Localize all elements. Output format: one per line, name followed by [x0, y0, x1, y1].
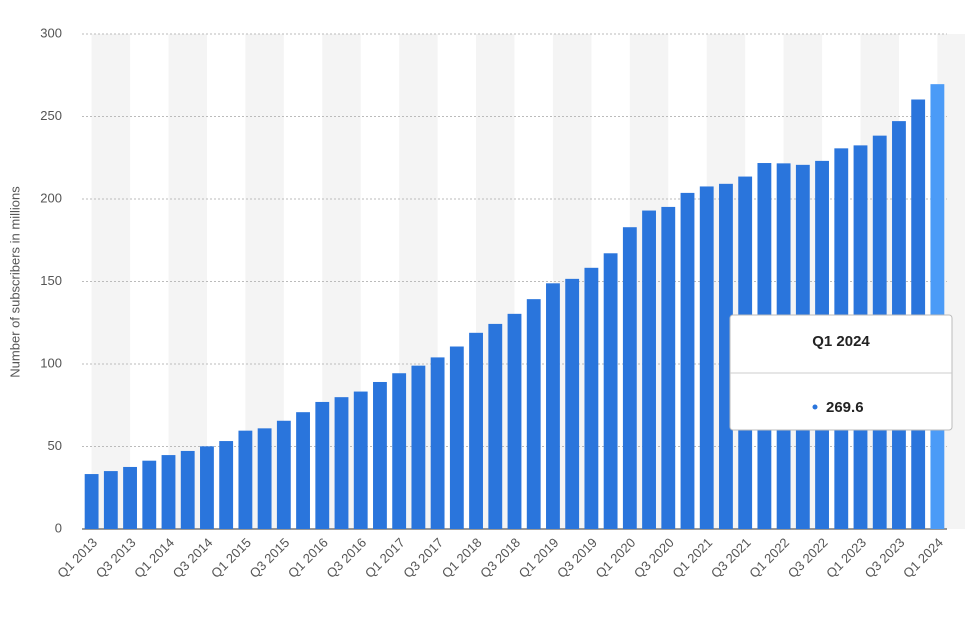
x-tick-label: Q3 2014: [170, 535, 216, 581]
bar: [430, 357, 445, 529]
x-tick-label: Q1 2020: [593, 535, 639, 581]
x-tick-label: Q3 2019: [554, 535, 600, 581]
y-tick-label: 200: [40, 190, 62, 205]
x-tick-label: Q3 2015: [247, 535, 293, 581]
x-tick-label: Q1 2019: [516, 535, 562, 581]
bar: [488, 323, 503, 529]
bar: [507, 313, 522, 529]
bar: [123, 466, 137, 529]
bar: [103, 471, 118, 529]
tooltip-dot: [812, 404, 818, 410]
bar: [565, 278, 580, 529]
bar: [622, 227, 637, 529]
bar: [680, 192, 695, 529]
y-tick-label: 100: [40, 355, 62, 370]
bar: [546, 283, 560, 529]
x-tick-label: Q3 2016: [323, 535, 369, 581]
x-tick-label: Q3 2013: [93, 535, 139, 581]
bar: [257, 428, 272, 529]
bar: [238, 430, 253, 529]
bar: [200, 446, 214, 529]
x-tick-label: Q1 2016: [285, 535, 331, 581]
bar: [911, 99, 926, 529]
x-tick-label: Q1 2013: [54, 535, 100, 581]
tooltip: Q1 2024 269.6: [729, 314, 953, 431]
bar: [411, 365, 426, 529]
bar: [180, 450, 195, 529]
bar: [719, 183, 733, 529]
x-tick-label: Q1 2022: [746, 535, 792, 581]
y-axis-label: Number of subscribers in millions: [7, 186, 22, 378]
bar: [699, 186, 714, 529]
bar: [219, 441, 234, 529]
y-tick-label: 50: [48, 438, 62, 453]
bar: [334, 397, 349, 529]
x-tick-label: Q1 2015: [208, 535, 254, 581]
bar: [584, 267, 599, 529]
bar: [373, 381, 387, 529]
bar: [930, 84, 945, 529]
y-tick-label: 150: [40, 273, 62, 288]
x-tick-label: Q1 2014: [131, 535, 177, 581]
bar: [661, 206, 676, 530]
x-tick-label: Q3 2017: [400, 535, 446, 581]
x-tick-label: Q3 2021: [708, 535, 754, 581]
bar: [142, 460, 157, 529]
x-tick-label: Q1 2024: [900, 535, 946, 581]
x-tick-label: Q1 2023: [823, 535, 869, 581]
bar: [353, 391, 368, 529]
bar: [276, 420, 291, 529]
tooltip-value: 269.6: [826, 399, 864, 416]
tooltip-title: Q1 2024: [812, 333, 870, 350]
bar: [642, 210, 656, 530]
y-tick-label: 300: [40, 25, 62, 40]
bar: [449, 346, 464, 529]
x-tick-label: Q1 2021: [669, 535, 715, 581]
x-tick-label: Q3 2023: [862, 535, 908, 581]
x-tick-label: Q3 2018: [477, 535, 523, 581]
bar: [603, 253, 618, 529]
bar: [315, 401, 330, 529]
x-tick-label: Q3 2022: [785, 535, 831, 581]
bar: [296, 412, 310, 529]
bar: [161, 455, 176, 529]
y-tick-label: 0: [55, 520, 62, 535]
y-tick-label: 250: [40, 108, 62, 123]
bar: [526, 299, 541, 529]
x-tick-label: Q3 2020: [631, 535, 677, 581]
bar: [392, 373, 407, 529]
x-tick-label: Q1 2018: [439, 535, 485, 581]
bar: [84, 474, 99, 529]
x-tick-label: Q1 2017: [362, 535, 408, 581]
bar: [469, 332, 483, 529]
